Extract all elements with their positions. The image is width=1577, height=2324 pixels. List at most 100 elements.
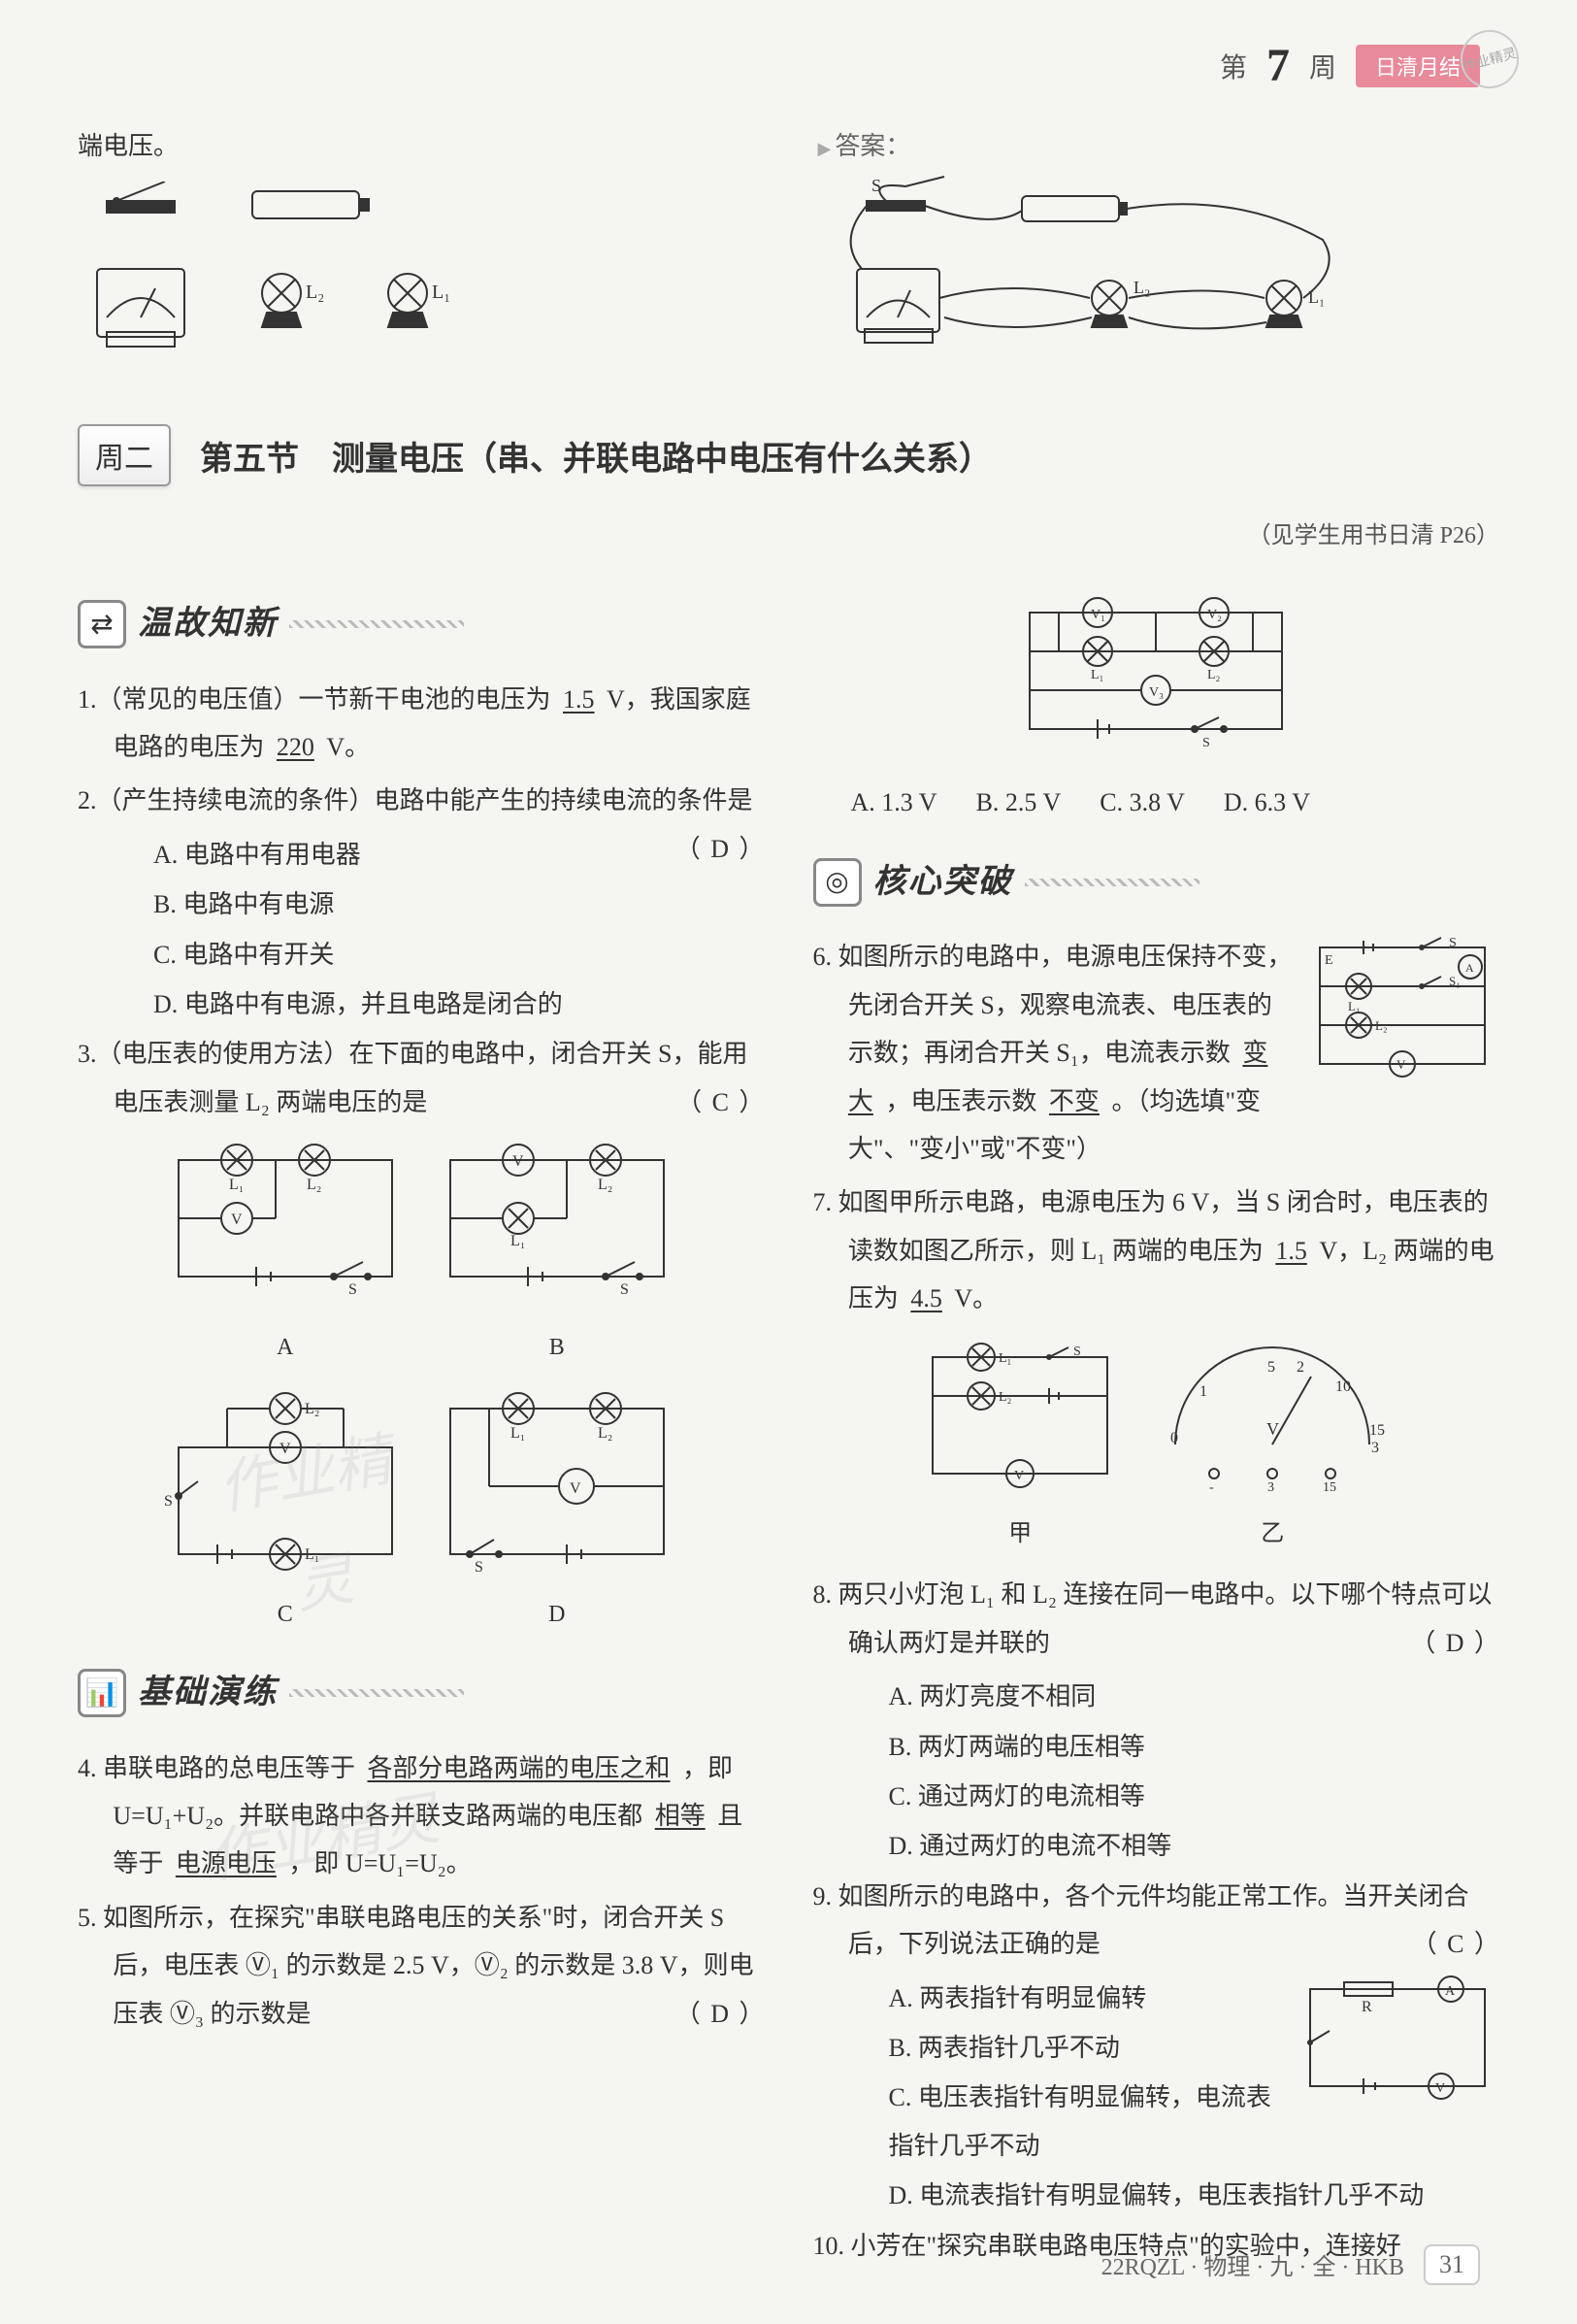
- question-4: 4. 串联电路的总电压等于 各部分电路两端的电压之和 ，即 U=U₁+U₂。并联…: [78, 1744, 765, 1888]
- circuit-components-diagram: L₂ L₁: [78, 182, 485, 356]
- question-6: E S A L₁ S₁ L₂ V 6. 如图所示的电路中，电源电压保持不变，先闭…: [813, 933, 1500, 1173]
- badge-text: 日清月结: [1375, 55, 1461, 80]
- svg-text:R: R: [1362, 1999, 1372, 2015]
- circuit-answer-diagram: S L₁ L₂: [818, 172, 1362, 366]
- q5-opt-c: C. 3.8 V: [1100, 779, 1185, 826]
- svg-text:A: A: [1445, 1984, 1456, 1999]
- week-number: 7: [1266, 39, 1290, 92]
- q5-answer: D: [706, 2000, 733, 2028]
- svg-text:15: 15: [1323, 1480, 1336, 1493]
- stamp-icon: 作业精灵: [1454, 23, 1525, 94]
- q7-t3: V。: [954, 1284, 998, 1312]
- q2-opt-a: A. 电路中有用电器: [78, 831, 765, 879]
- q3-answer: C: [708, 1088, 733, 1116]
- q2-text: 2.（产生持续电流的条件）电路中能产生的持续电流的条件是: [78, 786, 753, 814]
- svg-text:S₁: S₁: [1449, 974, 1461, 988]
- q3-label-c: C: [159, 1593, 411, 1638]
- svg-text:V₁: V₁: [1091, 608, 1105, 622]
- svg-text:15: 15: [1369, 1422, 1385, 1439]
- svg-text:L₂: L₂: [598, 1177, 612, 1193]
- q7-label-yi: 乙: [1146, 1512, 1398, 1557]
- question-2: 2.（产生持续电流的条件）电路中能产生的持续电流的条件是 （ D ）: [78, 777, 765, 824]
- svg-text:0: 0: [1170, 1430, 1178, 1446]
- q8-opt-b: B. 两灯两端的电压相等: [813, 1723, 1500, 1771]
- core-icon: ◎: [813, 858, 862, 907]
- q8-opt-a: A. 两灯亮度不相同: [813, 1673, 1500, 1720]
- q4-a2: 相等: [649, 1802, 711, 1830]
- svg-text:L₁: L₁: [305, 1546, 319, 1563]
- q1-ans1: 1.5: [557, 685, 601, 714]
- svg-text:L₁: L₁: [229, 1177, 244, 1193]
- svg-text:S: S: [1073, 1345, 1081, 1359]
- svg-text:A: A: [1465, 961, 1474, 975]
- q2-opt-d: D. 电路中有电源，并且电路是闭合的: [78, 980, 765, 1028]
- q3-circuit-d: L₁ L₂ V S: [431, 1389, 683, 1574]
- q3-circuit-b: V L₂ L₁ S: [431, 1141, 683, 1306]
- svg-text:1: 1: [1199, 1383, 1207, 1400]
- q8-opt-d: D. 通过两灯的电流不相等: [813, 1822, 1500, 1870]
- q9-text: 9. 如图所示的电路中，各个元件均能正常工作。当开关闭合后，下列说法正确的是: [813, 1882, 1469, 1958]
- svg-text:3: 3: [1267, 1480, 1274, 1493]
- svg-text:L₁: L₁: [999, 1351, 1011, 1366]
- svg-text:L₂: L₂: [598, 1425, 612, 1442]
- q6-a2: 不变: [1043, 1087, 1105, 1115]
- svg-text:L₂: L₂: [1207, 668, 1221, 682]
- svg-text:S: S: [1202, 736, 1210, 748]
- q7-a1: 1.5: [1269, 1237, 1313, 1265]
- svg-text:V: V: [1266, 1419, 1279, 1439]
- svg-text:V: V: [512, 1153, 524, 1170]
- q7-a2: 4.5: [904, 1284, 948, 1312]
- svg-text:V: V: [1435, 2081, 1445, 2096]
- q5-circuit-svg: V₁ V₂ L₁ L₂ V₃ S: [1001, 583, 1311, 748]
- q5-opt-d: D. 6.3 V: [1224, 779, 1310, 826]
- svg-text:V: V: [570, 1480, 581, 1497]
- svg-text:L₁: L₁: [1348, 999, 1360, 1013]
- q9-opt-d: D. 电流表指针有明显偏转，电压表指针几乎不动: [813, 2172, 1500, 2219]
- q7-label-jia: 甲: [913, 1512, 1127, 1557]
- svg-text:V₃: V₃: [1149, 685, 1164, 700]
- week-suffix: 周: [1309, 47, 1336, 85]
- svg-text:L₂: L₂: [1375, 1018, 1387, 1033]
- q5-opt-b: B. 2.5 V: [976, 779, 1062, 826]
- section-review: ⇄ 温故知新: [78, 593, 765, 656]
- question-9: 9. 如图所示的电路中，各个元件均能正常工作。当开关闭合后，下列说法正确的是 （…: [813, 1873, 1500, 1969]
- svg-text:V: V: [279, 1441, 291, 1457]
- svg-text:10: 10: [1335, 1378, 1351, 1395]
- q4-a1: 各部分电路两端的电压之和: [362, 1754, 676, 1782]
- svg-text:L₁: L₁: [1091, 668, 1103, 682]
- svg-text:S: S: [871, 176, 881, 195]
- right-column: V₁ V₂ L₁ L₂ V₃ S A. 1.3 V B. 2.5 V C. 3.…: [813, 569, 1500, 2275]
- hatch-decoration: [1025, 879, 1199, 886]
- svg-text:S: S: [620, 1281, 629, 1298]
- q1-ans2: 220: [271, 733, 320, 761]
- svg-text:L₁: L₁: [510, 1425, 525, 1442]
- footer-code: 22RQZL · 物理 · 九 · 全 · HKB: [1101, 2247, 1404, 2281]
- q8-answer: D: [1442, 1629, 1468, 1657]
- svg-text:E: E: [1325, 953, 1333, 968]
- answer-label: 答案：: [818, 126, 1500, 162]
- svg-text:V: V: [1014, 1469, 1024, 1483]
- page-number: 31: [1424, 2244, 1480, 2285]
- svg-text:S: S: [164, 1493, 173, 1510]
- svg-text:3: 3: [1371, 1440, 1379, 1456]
- question-8: 8. 两只小灯泡 L₁ 和 L₂ 连接在同一电路中。以下哪个特点可以确认两灯是并…: [813, 1571, 1500, 1667]
- question-3: 3.（电压表的使用方法）在下面的电路中，闭合开关 S，能用电压表测量 L₂ 两端…: [78, 1030, 765, 1126]
- q1-text1: 1.（常见的电压值）一节新干电池的电压为: [78, 685, 551, 714]
- q8-opt-c: C. 通过两灯的电流相等: [813, 1773, 1500, 1820]
- question-7: 7. 如图甲所示电路，电源电压为 6 V，当 S 闭合时，电压表的读数如图乙所示…: [813, 1179, 1500, 1322]
- section-title: 第五节 测量电压（串、并联电路中电压有什么关系）: [200, 432, 992, 480]
- practice-icon: 📊: [78, 1669, 126, 1717]
- q2-opt-b: B. 电路中有电源: [78, 880, 765, 928]
- reference-note: （见学生用书日清 P26）: [78, 515, 1499, 549]
- core-name: 核心突破: [873, 851, 1013, 914]
- q5-text: 5. 如图所示，在探究"串联电路电压的关系"时，闭合开关 S 后，电压表 Ⓥ₁ …: [78, 1904, 754, 2028]
- q4-a3: 电源电压: [170, 1849, 282, 1877]
- day-tag: 周二: [78, 424, 171, 486]
- svg-text:V: V: [1396, 1057, 1406, 1072]
- q3-circuit-c: L₂ V S L₁: [159, 1389, 411, 1574]
- section-core: ◎ 核心突破: [813, 851, 1500, 914]
- review-name: 温故知新: [138, 593, 278, 656]
- q7-circuit-jia: L₁ S L₂ V: [913, 1338, 1127, 1493]
- badge: 日清月结 作业精灵: [1356, 45, 1480, 87]
- svg-text:L₂: L₂: [306, 282, 324, 303]
